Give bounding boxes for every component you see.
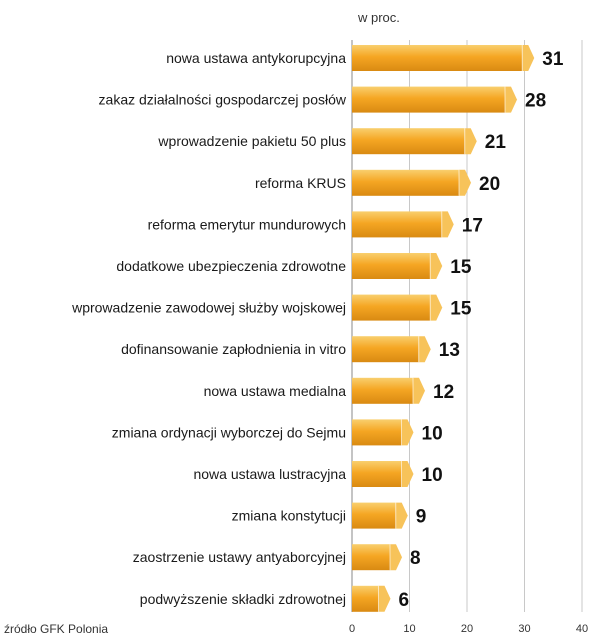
category-label: nowa ustawa antykorupcyjna	[166, 50, 346, 66]
value-label: 31	[542, 49, 564, 70]
value-label: 13	[439, 340, 460, 361]
value-label: 21	[485, 132, 507, 153]
bar	[352, 336, 431, 363]
unit-label: w proc.	[357, 10, 400, 25]
bar	[352, 585, 391, 612]
bar	[352, 502, 408, 529]
value-label: 28	[525, 91, 546, 112]
bar	[352, 419, 414, 446]
category-label: zmiana konstytucji	[232, 508, 346, 524]
category-label: reforma KRUS	[255, 175, 346, 191]
category-label: zmiana ordynacji wyborczej do Sejmu	[112, 424, 346, 440]
bars	[352, 45, 535, 612]
x-tick-label: 30	[518, 623, 530, 635]
category-label: wprowadzenie pakietu 50 plus	[157, 133, 346, 149]
category-labels: nowa ustawa antykorupcyjna zakaz działaln…	[71, 50, 347, 607]
bar	[352, 544, 402, 571]
bar	[352, 377, 425, 404]
x-tick-label: 40	[576, 623, 588, 635]
value-label: 15	[450, 257, 472, 278]
value-label: 10	[422, 465, 443, 486]
category-label: nowa ustawa lustracyjna	[193, 466, 346, 482]
bar	[352, 128, 477, 155]
category-label: wprowadzenie zawodowej służby wojskowej	[71, 300, 346, 316]
x-tick-label: 0	[349, 623, 355, 635]
x-axis-ticks: 0 10 20 30 40	[349, 623, 588, 635]
value-label: 12	[433, 382, 454, 403]
value-label: 15	[450, 299, 472, 320]
value-label: 9	[416, 507, 427, 528]
category-label: zakaz działalności gospodarczej posłów	[99, 92, 347, 108]
bar	[352, 86, 517, 113]
x-tick-label: 10	[403, 623, 415, 635]
category-label: nowa ustawa medialna	[204, 383, 347, 399]
bar	[352, 461, 414, 487]
x-tick-label: 20	[461, 623, 473, 635]
source-note: źródło GFK Polonia	[4, 622, 109, 636]
value-labels: 31 28 21 20 17 15 15 13 12 10 10 9 86	[399, 49, 564, 611]
value-label: 8	[410, 548, 421, 569]
bar	[352, 45, 535, 71]
bar	[352, 211, 454, 238]
bar	[352, 169, 471, 196]
bar	[352, 253, 443, 279]
category-label: dofinansowanie zapłodnienia in vitro	[121, 341, 346, 357]
category-label: dodatkowe ubezpieczenia zdrowotne	[116, 258, 346, 274]
value-label: 6	[399, 590, 410, 611]
category-label: reforma emerytur mundurowych	[148, 216, 346, 232]
value-label: 17	[462, 215, 483, 236]
category-label: podwyższenie składki zdrowotnej	[140, 591, 346, 607]
value-label: 20	[479, 174, 500, 195]
category-label: zaostrzenie ustawy antyaborcyjnej	[133, 549, 346, 565]
bar	[352, 294, 443, 321]
value-label: 10	[422, 423, 443, 444]
